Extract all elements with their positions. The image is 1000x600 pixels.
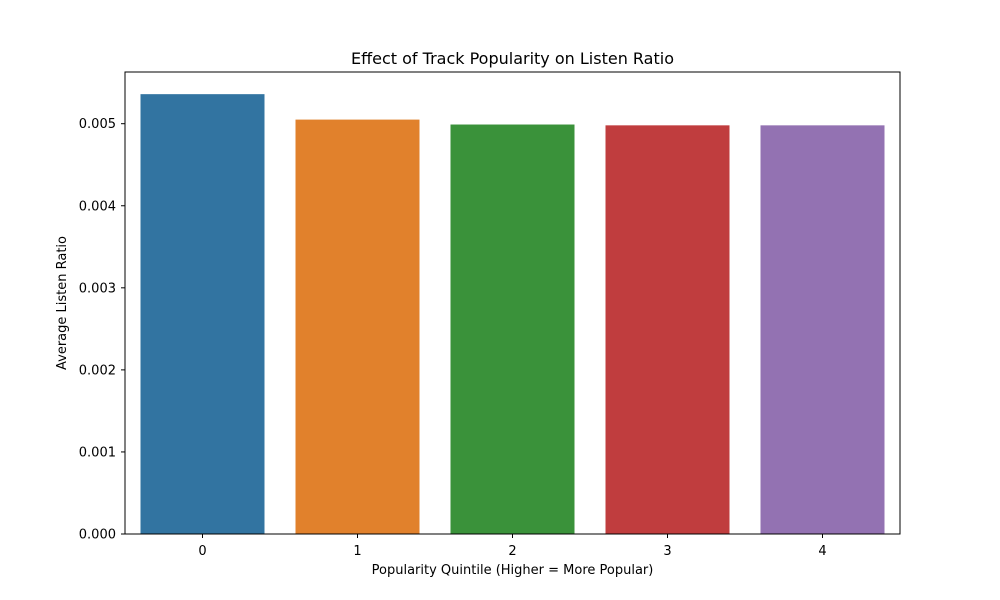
bar-4	[760, 125, 885, 534]
bar-3	[605, 125, 730, 534]
bar-0	[140, 94, 265, 534]
bar-2	[450, 124, 575, 534]
y-tick-label: 0.004	[79, 199, 116, 214]
y-tick-label: 0.000	[79, 528, 116, 543]
chart-title: Effect of Track Popularity on Listen Rat…	[351, 49, 674, 68]
bars-group	[140, 94, 885, 534]
x-tick-label: 0	[198, 544, 206, 559]
y-tick-label: 0.001	[79, 445, 116, 460]
x-axis: 0 1 2 3 4	[198, 534, 827, 559]
x-axis-label: Popularity Quintile (Higher = More Popul…	[372, 563, 654, 578]
x-tick-label: 4	[818, 544, 826, 559]
bar-1	[295, 119, 420, 534]
y-tick-label: 0.003	[79, 281, 116, 296]
y-tick-label: 0.002	[79, 363, 116, 378]
y-tick-label: 0.005	[79, 117, 116, 132]
x-tick-label: 1	[353, 544, 361, 559]
y-axis-label: Average Listen Ratio	[55, 236, 70, 370]
x-tick-label: 3	[663, 544, 671, 559]
x-tick-label: 2	[508, 544, 516, 559]
y-axis: 0.000 0.001 0.002 0.003 0.004 0.005	[79, 117, 125, 543]
